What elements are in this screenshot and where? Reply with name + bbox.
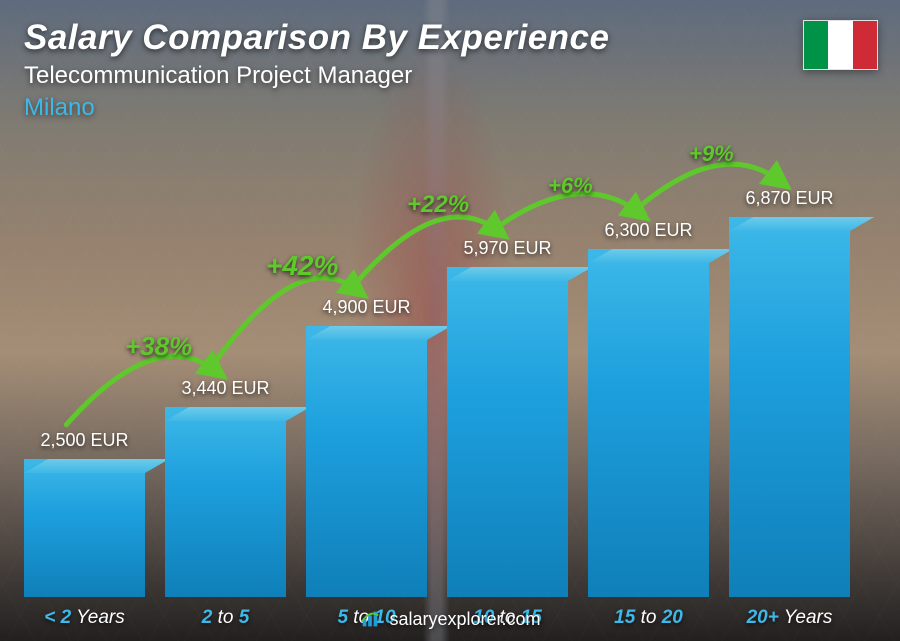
bar-top-face [165, 407, 310, 421]
bar-top-face [306, 326, 451, 340]
bar-column: 5,970 EUR [447, 238, 568, 597]
brand-text: salaryexplorer.com [389, 609, 540, 630]
chart-subtitle: Telecommunication Project Manager [24, 62, 609, 90]
bar-column: 6,870 EUR [729, 188, 850, 597]
bar-value-label: 6,870 EUR [745, 188, 833, 209]
bar [24, 459, 145, 597]
bar-top-face [24, 459, 169, 473]
increase-pct-label: +38% [125, 331, 192, 362]
bar [447, 267, 568, 597]
bar-column: 3,440 EUR [165, 378, 286, 597]
bar-value-label: 6,300 EUR [604, 220, 692, 241]
footer: salaryexplorer.com [0, 597, 900, 641]
bar-front-face [729, 217, 850, 597]
bar-value-label: 5,970 EUR [463, 238, 551, 259]
bar-front-face [165, 407, 286, 597]
bar-chart: 2,500 EUR 3,440 EUR 4,900 EUR 5,970 EUR 6,30… [24, 157, 850, 597]
bar-value-label: 4,900 EUR [322, 297, 410, 318]
bar-column: 4,900 EUR [306, 297, 427, 597]
bar-front-face [447, 267, 568, 597]
bar-value-label: 2,500 EUR [40, 430, 128, 451]
bar-front-face [306, 326, 427, 597]
increase-pct-label: +6% [548, 173, 593, 199]
flag-stripe-green [804, 21, 828, 69]
flag-stripe-white [828, 21, 852, 69]
bar [588, 249, 709, 597]
bars-container: 2,500 EUR 3,440 EUR 4,900 EUR 5,970 EUR 6,30… [24, 157, 850, 597]
bar-front-face [24, 459, 145, 597]
bar-column: 2,500 EUR [24, 430, 145, 597]
brand-icon [359, 608, 381, 630]
increase-pct-label: +9% [689, 141, 734, 167]
bar-column: 6,300 EUR [588, 220, 709, 597]
bar [165, 407, 286, 597]
infographic-container: Salary Comparison By Experience Telecomm… [0, 0, 900, 641]
bar-top-face [729, 217, 874, 231]
flag-italy [803, 20, 878, 70]
bar-top-face [588, 249, 733, 263]
chart-title: Salary Comparison By Experience [24, 18, 609, 58]
bar [306, 326, 427, 597]
increase-pct-label: +22% [407, 191, 469, 219]
bar-value-label: 3,440 EUR [181, 378, 269, 399]
increase-pct-label: +42% [266, 250, 338, 282]
header: Salary Comparison By Experience Telecomm… [24, 18, 609, 122]
bar-top-face [447, 267, 592, 281]
flag-stripe-red [853, 21, 877, 69]
bar-front-face [588, 249, 709, 597]
bar [729, 217, 850, 597]
chart-location: Milano [24, 94, 609, 122]
